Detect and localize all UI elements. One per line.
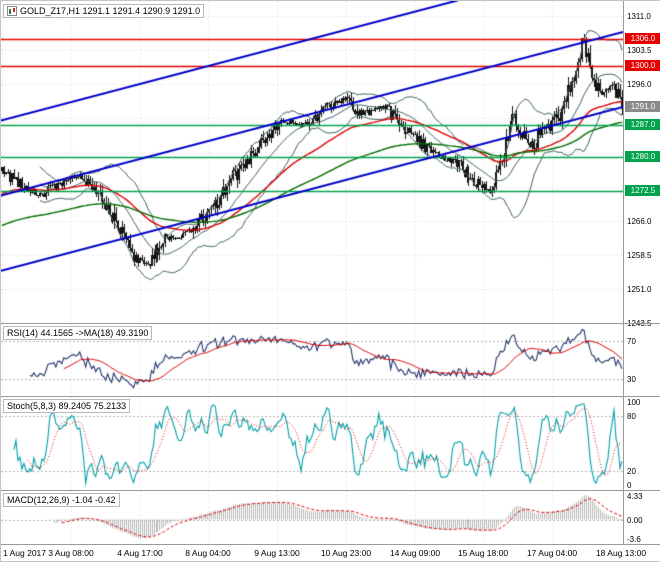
chart-title: GOLD_Z17,H1 1291.1 1291.4 1290.9 1291.0 (20, 6, 201, 16)
stoch-label-box: Stoch(5,8,3) 89.2405 75.2133 (3, 399, 131, 413)
price-badge-support: 1272.5 (625, 185, 660, 196)
main-price-chart[interactable] (1, 1, 623, 323)
time-axis[interactable]: 1 Aug 2017 3 Aug 08:00 4 Aug 17:00 8 Aug 04… (1, 545, 660, 561)
stoch-axis-label: 80 (627, 411, 636, 421)
macd-label: MACD(12,26,9) -1.04 -0.42 (7, 495, 116, 505)
time-tick-label: 8 Aug 04:00 (185, 548, 231, 558)
time-tick-label: 15 Aug 18:00 (457, 548, 509, 558)
rsi-label: RSI(14) 44.1565 ->MA(18) 49.3190 (7, 328, 149, 338)
price-tick-label: 1258.5 (627, 250, 652, 260)
time-tick-label: 14 Aug 09:00 (389, 548, 441, 558)
rsi-label-box: RSI(14) 44.1565 ->MA(18) 49.3190 (3, 326, 153, 340)
chart-title-box: GOLD_Z17,H1 1291.1 1291.4 1290.9 1291.0 (3, 4, 205, 18)
panel-separator-stoch-macd[interactable] (1, 490, 660, 491)
price-badge-resistance: 1306.0 (625, 33, 660, 44)
panel-separator-macd-dates[interactable] (1, 544, 660, 545)
price-badge-current: 1291.0 (625, 101, 660, 112)
price-axis[interactable]: 1311.01303.51296.01266.01258.51251.01243… (623, 1, 660, 544)
time-tick-label: 4 Aug 17:00 (117, 548, 163, 558)
macd-axis-label: 4.33 (627, 492, 643, 501)
price-badge-resistance: 1300.0 (625, 60, 660, 71)
time-tick-label: 10 Aug 23:00 (320, 548, 372, 558)
panel-separator-rsi-stoch[interactable] (1, 396, 660, 397)
price-tick-label: 1296.0 (627, 80, 652, 90)
price-tick-label: 1303.5 (627, 46, 652, 56)
stoch-axis-label: 0 (627, 481, 632, 490)
time-tick-label: 17 Aug 04:00 (526, 548, 578, 558)
time-tick-label: 3 Aug 08:00 (48, 548, 94, 558)
stoch-label: Stoch(5,8,3) 89.2405 75.2133 (7, 401, 127, 411)
price-tick-label: 1266.0 (627, 216, 652, 226)
macd-label-box: MACD(12,26,9) -1.04 -0.42 (3, 493, 120, 507)
time-tick-label: 1 Aug 2017 (3, 548, 47, 558)
time-tick-label: 9 Aug 13:00 (254, 548, 300, 558)
macd-axis-label: -3.6 (627, 535, 641, 544)
price-tick-label: 1251.0 (627, 284, 652, 294)
price-badge-support: 1280.0 (625, 151, 660, 162)
stoch-axis-label: 20 (627, 467, 636, 477)
macd-axis-label: 0.00 (627, 515, 643, 525)
price-tick-label: 1311.0 (627, 12, 651, 21)
stoch-axis-label: 100 (627, 398, 641, 407)
panel-separator-main-rsi[interactable] (1, 323, 660, 324)
rsi-axis-label: 70 (627, 337, 636, 347)
price-badge-support: 1287.0 (625, 119, 660, 130)
rsi-axis-label: 30 (627, 374, 636, 384)
candlestick-chart-icon (7, 6, 17, 16)
time-tick-label: 18 Aug 13:00 (595, 548, 647, 558)
